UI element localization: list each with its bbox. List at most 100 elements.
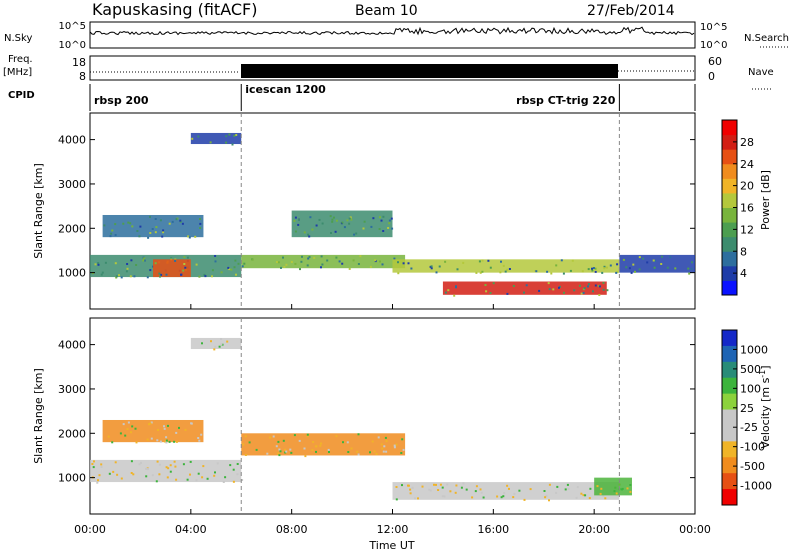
scatter-cell xyxy=(592,267,595,269)
scatter-cell xyxy=(269,436,272,439)
scatter-cell xyxy=(544,496,547,499)
scatter-cell xyxy=(104,261,107,264)
scatter-cell xyxy=(355,232,358,235)
scatter-cell xyxy=(211,269,214,272)
scatter-cell xyxy=(502,495,505,498)
freq-tick-top: 18 xyxy=(72,56,86,69)
scatter-cell xyxy=(555,264,558,267)
scatter-cell xyxy=(315,224,318,227)
scatter-cell xyxy=(630,271,633,274)
scatter-cell xyxy=(111,441,114,444)
scatter-cell xyxy=(209,141,212,144)
scatter-cell xyxy=(293,434,296,437)
scatter-cell xyxy=(437,489,440,491)
scatter-cell xyxy=(688,272,691,275)
nsky-tick-bottom: 10^0 xyxy=(59,40,86,51)
scatter-cell xyxy=(622,258,625,261)
scatter-cell xyxy=(92,466,95,469)
power-colorbar-swatch xyxy=(722,251,737,267)
scatter-cell xyxy=(182,463,185,466)
scatter-cell xyxy=(277,261,280,264)
scatter-cell xyxy=(548,288,551,291)
scatter-cell xyxy=(600,487,603,490)
scatter-cell xyxy=(149,215,151,218)
scatter-cell xyxy=(179,219,182,222)
scatter-cell xyxy=(156,439,159,442)
scatter-cell xyxy=(140,461,142,464)
scatter-cell xyxy=(114,461,117,464)
scatter-cell xyxy=(571,259,574,262)
scatter-cell xyxy=(583,287,586,290)
scatter-cell xyxy=(499,271,502,274)
scatter-cell xyxy=(363,220,366,223)
scatter-cell xyxy=(195,263,198,266)
cpid-segment-label: icescan 1200 xyxy=(245,83,326,96)
scatter-cell xyxy=(294,230,297,233)
velocity-colorbar-swatch xyxy=(722,409,737,426)
scatter-cell xyxy=(370,225,373,228)
scatter-cell xyxy=(439,483,442,486)
scatter-cell xyxy=(443,495,446,498)
scatter-cell xyxy=(438,265,441,268)
scatter-cell xyxy=(576,486,579,489)
scatter-cell xyxy=(606,289,609,292)
scatter-cell xyxy=(165,436,168,439)
scatter-cell xyxy=(118,274,120,277)
nsearch-label: N.Search xyxy=(744,33,789,44)
y-tick-label: 4000 xyxy=(58,339,86,352)
scatter-cell xyxy=(306,264,309,267)
scatter-cell xyxy=(166,476,169,479)
scatter-cell xyxy=(500,496,503,499)
scatter-cell xyxy=(174,259,177,262)
scatter-cell xyxy=(213,348,216,351)
scatter-cell xyxy=(224,476,227,479)
power-colorbar-swatch xyxy=(722,207,737,223)
scatter-cell xyxy=(446,483,449,486)
scatter-cell xyxy=(127,421,130,424)
scatter-cell xyxy=(198,275,201,278)
scatter-cell xyxy=(353,233,356,236)
scatter-cell xyxy=(116,473,119,476)
velocity-colorbar-swatch xyxy=(722,441,737,458)
nave-tick-top: 60 xyxy=(708,55,722,68)
scatter-cell xyxy=(282,256,284,259)
scatter-cell xyxy=(417,497,419,500)
time-axis-label: Time UT xyxy=(368,539,414,552)
scatter-cell xyxy=(143,257,146,260)
scatter-cell xyxy=(290,451,293,454)
scatter-cell xyxy=(349,216,352,219)
scatter-cell xyxy=(388,219,391,222)
scatter-cell xyxy=(384,436,387,439)
power-colorbar-tick-label: 20 xyxy=(740,180,754,193)
scatter-cell xyxy=(523,291,525,294)
scatter-cell xyxy=(138,235,141,238)
scatter-cell xyxy=(181,222,184,225)
scatter-cell xyxy=(602,288,605,291)
scatter-cell xyxy=(227,266,230,269)
scatter-cell xyxy=(580,492,583,495)
scatter-cell xyxy=(372,217,375,220)
scatter-cell xyxy=(187,235,190,238)
scatter-cell xyxy=(588,497,591,500)
scatter-cell xyxy=(162,231,165,234)
scatter-cell xyxy=(210,340,212,343)
scatter-cell xyxy=(158,272,161,275)
scatter-cell xyxy=(135,264,138,266)
scatter-cell xyxy=(550,272,553,275)
scatter-cell xyxy=(387,227,390,229)
scatter-cell xyxy=(391,227,394,230)
scatter-cell xyxy=(462,482,465,485)
velocity-colorbar-tick-label: 1000 xyxy=(740,343,768,356)
scatter-cell xyxy=(335,219,338,222)
scatter-cell xyxy=(558,286,560,289)
scatter-cell xyxy=(506,268,509,271)
scatter-cell xyxy=(145,467,148,470)
scatter-cell xyxy=(471,496,474,499)
scatter-cell xyxy=(594,284,597,287)
scatter-region xyxy=(392,482,620,500)
scatter-cell xyxy=(150,421,153,424)
nave-tick-bottom: 0 xyxy=(708,70,715,83)
scatter-cell xyxy=(195,479,198,482)
scatter-cell xyxy=(237,262,240,265)
scatter-cell xyxy=(646,261,649,264)
